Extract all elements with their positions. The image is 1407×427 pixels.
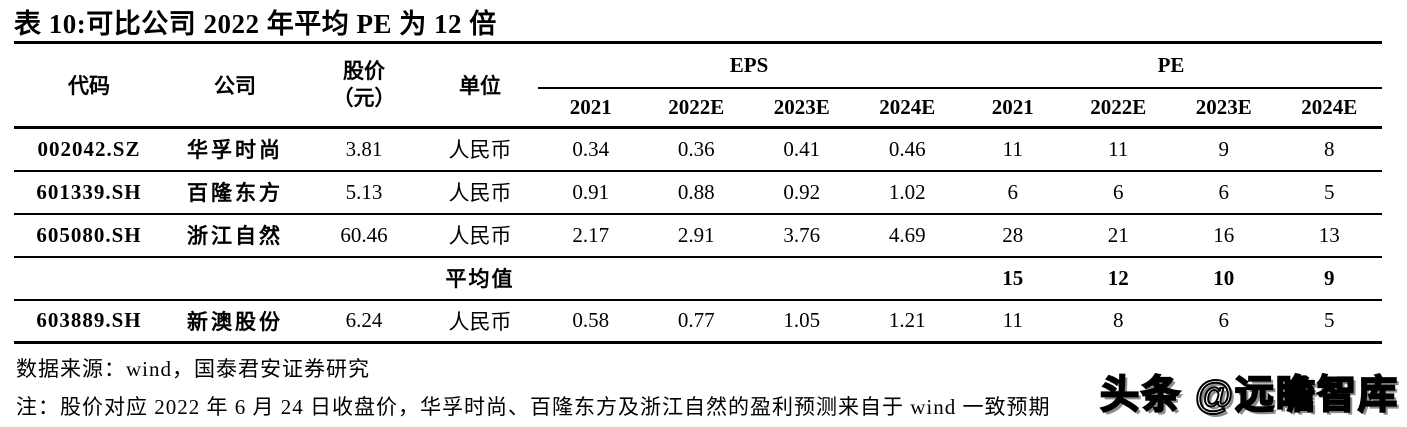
- pe-value: 11: [1066, 128, 1172, 171]
- pe-year-2021: 2021: [960, 88, 1066, 128]
- company-cell: 华孚时尚: [164, 128, 306, 171]
- pe-value: 6: [1066, 171, 1172, 214]
- unit-cell: 人民币: [422, 171, 538, 214]
- footnote: 注：股价对应 2022 年 6 月 24 日收盘价，华孚时尚、百隆东方及浙江自然…: [16, 391, 1051, 421]
- eps-value: 1.21: [855, 300, 961, 343]
- code-cell: 603889.SH: [14, 300, 164, 343]
- eps-value: 0.46: [855, 128, 961, 171]
- code-cell: 002042.SZ: [14, 128, 164, 171]
- pe-value: 6: [1171, 300, 1277, 343]
- eps-value: 0.41: [749, 128, 855, 171]
- unit-cell: 人民币: [422, 128, 538, 171]
- empty-cell: [14, 257, 164, 300]
- price-cell: 60.46: [306, 214, 422, 257]
- eps-year-2021: 2021: [538, 88, 644, 128]
- table-row-huafu: 002042.SZ 华孚时尚 3.81 人民币 0.34 0.36 0.41 0…: [14, 128, 1382, 171]
- pe-value: 6: [1171, 171, 1277, 214]
- pe-value: 13: [1277, 214, 1383, 257]
- pe-value: 9: [1171, 128, 1277, 171]
- pe-value: 16: [1171, 214, 1277, 257]
- watermark-toutiao-yuanzhan: 头条 @远瞻智库: [1100, 364, 1399, 420]
- company-cell: 新澳股份: [164, 300, 306, 343]
- eps-year-2024e: 2024E: [855, 88, 961, 128]
- table-row-xinao: 603889.SH 新澳股份 6.24 人民币 0.58 0.77 1.05 1…: [14, 300, 1382, 343]
- pe-value: 5: [1277, 171, 1383, 214]
- column-header-code: 代码: [14, 43, 164, 128]
- eps-value: 0.91: [538, 171, 644, 214]
- company-cell: 浙江自然: [164, 214, 306, 257]
- price-header-line2: （元）: [306, 85, 422, 112]
- empty-cell: [164, 257, 306, 300]
- eps-value: 0.58: [538, 300, 644, 343]
- empty-cell: [306, 257, 422, 300]
- header-group-row: 代码 公司 股价 （元） 单位 EPS PE: [14, 43, 1382, 88]
- company-cell: 百隆东方: [164, 171, 306, 214]
- eps-value: 0.77: [644, 300, 750, 343]
- pe-value: 6: [960, 171, 1066, 214]
- empty-cell: [644, 257, 750, 300]
- table-row-bailong: 601339.SH 百隆东方 5.13 人民币 0.91 0.88 0.92 1…: [14, 171, 1382, 214]
- empty-cell: [855, 257, 961, 300]
- column-header-unit: 单位: [422, 43, 538, 128]
- pe-value: 28: [960, 214, 1066, 257]
- eps-value: 0.92: [749, 171, 855, 214]
- eps-value: 0.36: [644, 128, 750, 171]
- average-pe-value: 15: [960, 257, 1066, 300]
- eps-value: 2.17: [538, 214, 644, 257]
- pe-value: 8: [1066, 300, 1172, 343]
- pe-year-2024e: 2024E: [1277, 88, 1383, 128]
- eps-value: 4.69: [855, 214, 961, 257]
- report-table-page: 表 10:可比公司 2022 年平均 PE 为 12 倍 代码 公司 股价 （元…: [0, 0, 1407, 427]
- eps-value: 1.02: [855, 171, 961, 214]
- eps-value: 3.76: [749, 214, 855, 257]
- price-cell: 5.13: [306, 171, 422, 214]
- table-row-zhejiang: 605080.SH 浙江自然 60.46 人民币 2.17 2.91 3.76 …: [14, 214, 1382, 257]
- price-cell: 6.24: [306, 300, 422, 343]
- table-title: 表 10:可比公司 2022 年平均 PE 为 12 倍: [14, 2, 497, 41]
- unit-cell: 人民币: [422, 300, 538, 343]
- eps-value: 0.88: [644, 171, 750, 214]
- eps-value: 0.34: [538, 128, 644, 171]
- empty-cell: [538, 257, 644, 300]
- code-cell: 605080.SH: [14, 214, 164, 257]
- table-row-average: 平均值 15 12 10 9: [14, 257, 1382, 300]
- unit-cell: 人民币: [422, 214, 538, 257]
- pe-group-header: PE: [960, 43, 1382, 88]
- eps-value: 1.05: [749, 300, 855, 343]
- empty-cell: [749, 257, 855, 300]
- pe-value: 11: [960, 128, 1066, 171]
- pe-year-2023e: 2023E: [1171, 88, 1277, 128]
- pe-value: 11: [960, 300, 1066, 343]
- average-pe-value: 9: [1277, 257, 1383, 300]
- average-label: 平均值: [422, 257, 538, 300]
- pe-value: 21: [1066, 214, 1172, 257]
- price-header-line1: 股价: [306, 58, 422, 85]
- pe-value: 8: [1277, 128, 1383, 171]
- pe-value: 5: [1277, 300, 1383, 343]
- pe-year-2022e: 2022E: [1066, 88, 1172, 128]
- column-header-price: 股价 （元）: [306, 43, 422, 128]
- price-cell: 3.81: [306, 128, 422, 171]
- average-pe-value: 10: [1171, 257, 1277, 300]
- column-header-company: 公司: [164, 43, 306, 128]
- data-source-note: 数据来源：wind，国泰君安证券研究: [16, 353, 370, 383]
- eps-year-2023e: 2023E: [749, 88, 855, 128]
- eps-value: 2.91: [644, 214, 750, 257]
- eps-group-header: EPS: [538, 43, 960, 88]
- average-pe-value: 12: [1066, 257, 1172, 300]
- eps-year-2022e: 2022E: [644, 88, 750, 128]
- code-cell: 601339.SH: [14, 171, 164, 214]
- comparable-companies-table: 代码 公司 股价 （元） 单位 EPS PE 2021 2022E 2023E …: [14, 41, 1382, 344]
